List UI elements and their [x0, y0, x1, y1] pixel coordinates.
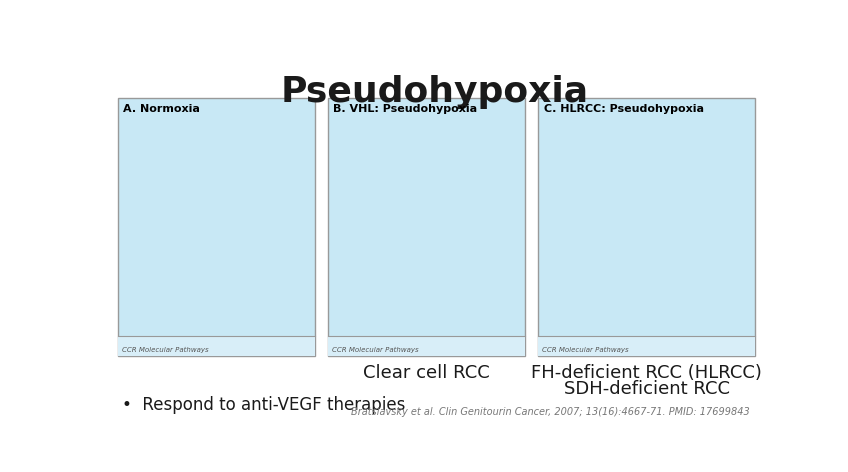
FancyBboxPatch shape [118, 337, 315, 356]
Text: Clear cell RCC: Clear cell RCC [363, 364, 490, 382]
Text: Bratslavsky et al. Clin Genitourin Cancer, 2007; 13(16):4667-71. PMID: 17699843: Bratslavsky et al. Clin Genitourin Cance… [351, 407, 750, 417]
Text: B. VHL: Pseudohypoxia: B. VHL: Pseudohypoxia [333, 104, 477, 114]
Text: CCR Molecular Pathways: CCR Molecular Pathways [122, 347, 209, 353]
Text: CCR Molecular Pathways: CCR Molecular Pathways [332, 347, 419, 353]
Text: C. HLRCC: Pseudohypoxia: C. HLRCC: Pseudohypoxia [544, 104, 704, 114]
FancyBboxPatch shape [538, 99, 756, 356]
Text: FH-deficient RCC (HLRCC): FH-deficient RCC (HLRCC) [532, 364, 762, 382]
Text: SDH-deficient RCC: SDH-deficient RCC [564, 380, 730, 398]
FancyBboxPatch shape [118, 99, 315, 356]
Text: •  Respond to anti-VEGF therapies: • Respond to anti-VEGF therapies [122, 396, 406, 414]
FancyBboxPatch shape [328, 337, 525, 356]
FancyBboxPatch shape [538, 337, 756, 356]
Text: Pseudohypoxia: Pseudohypoxia [281, 75, 589, 109]
Text: A. Normoxia: A. Normoxia [123, 104, 200, 114]
FancyBboxPatch shape [328, 99, 525, 356]
Text: CCR Molecular Pathways: CCR Molecular Pathways [543, 347, 629, 353]
